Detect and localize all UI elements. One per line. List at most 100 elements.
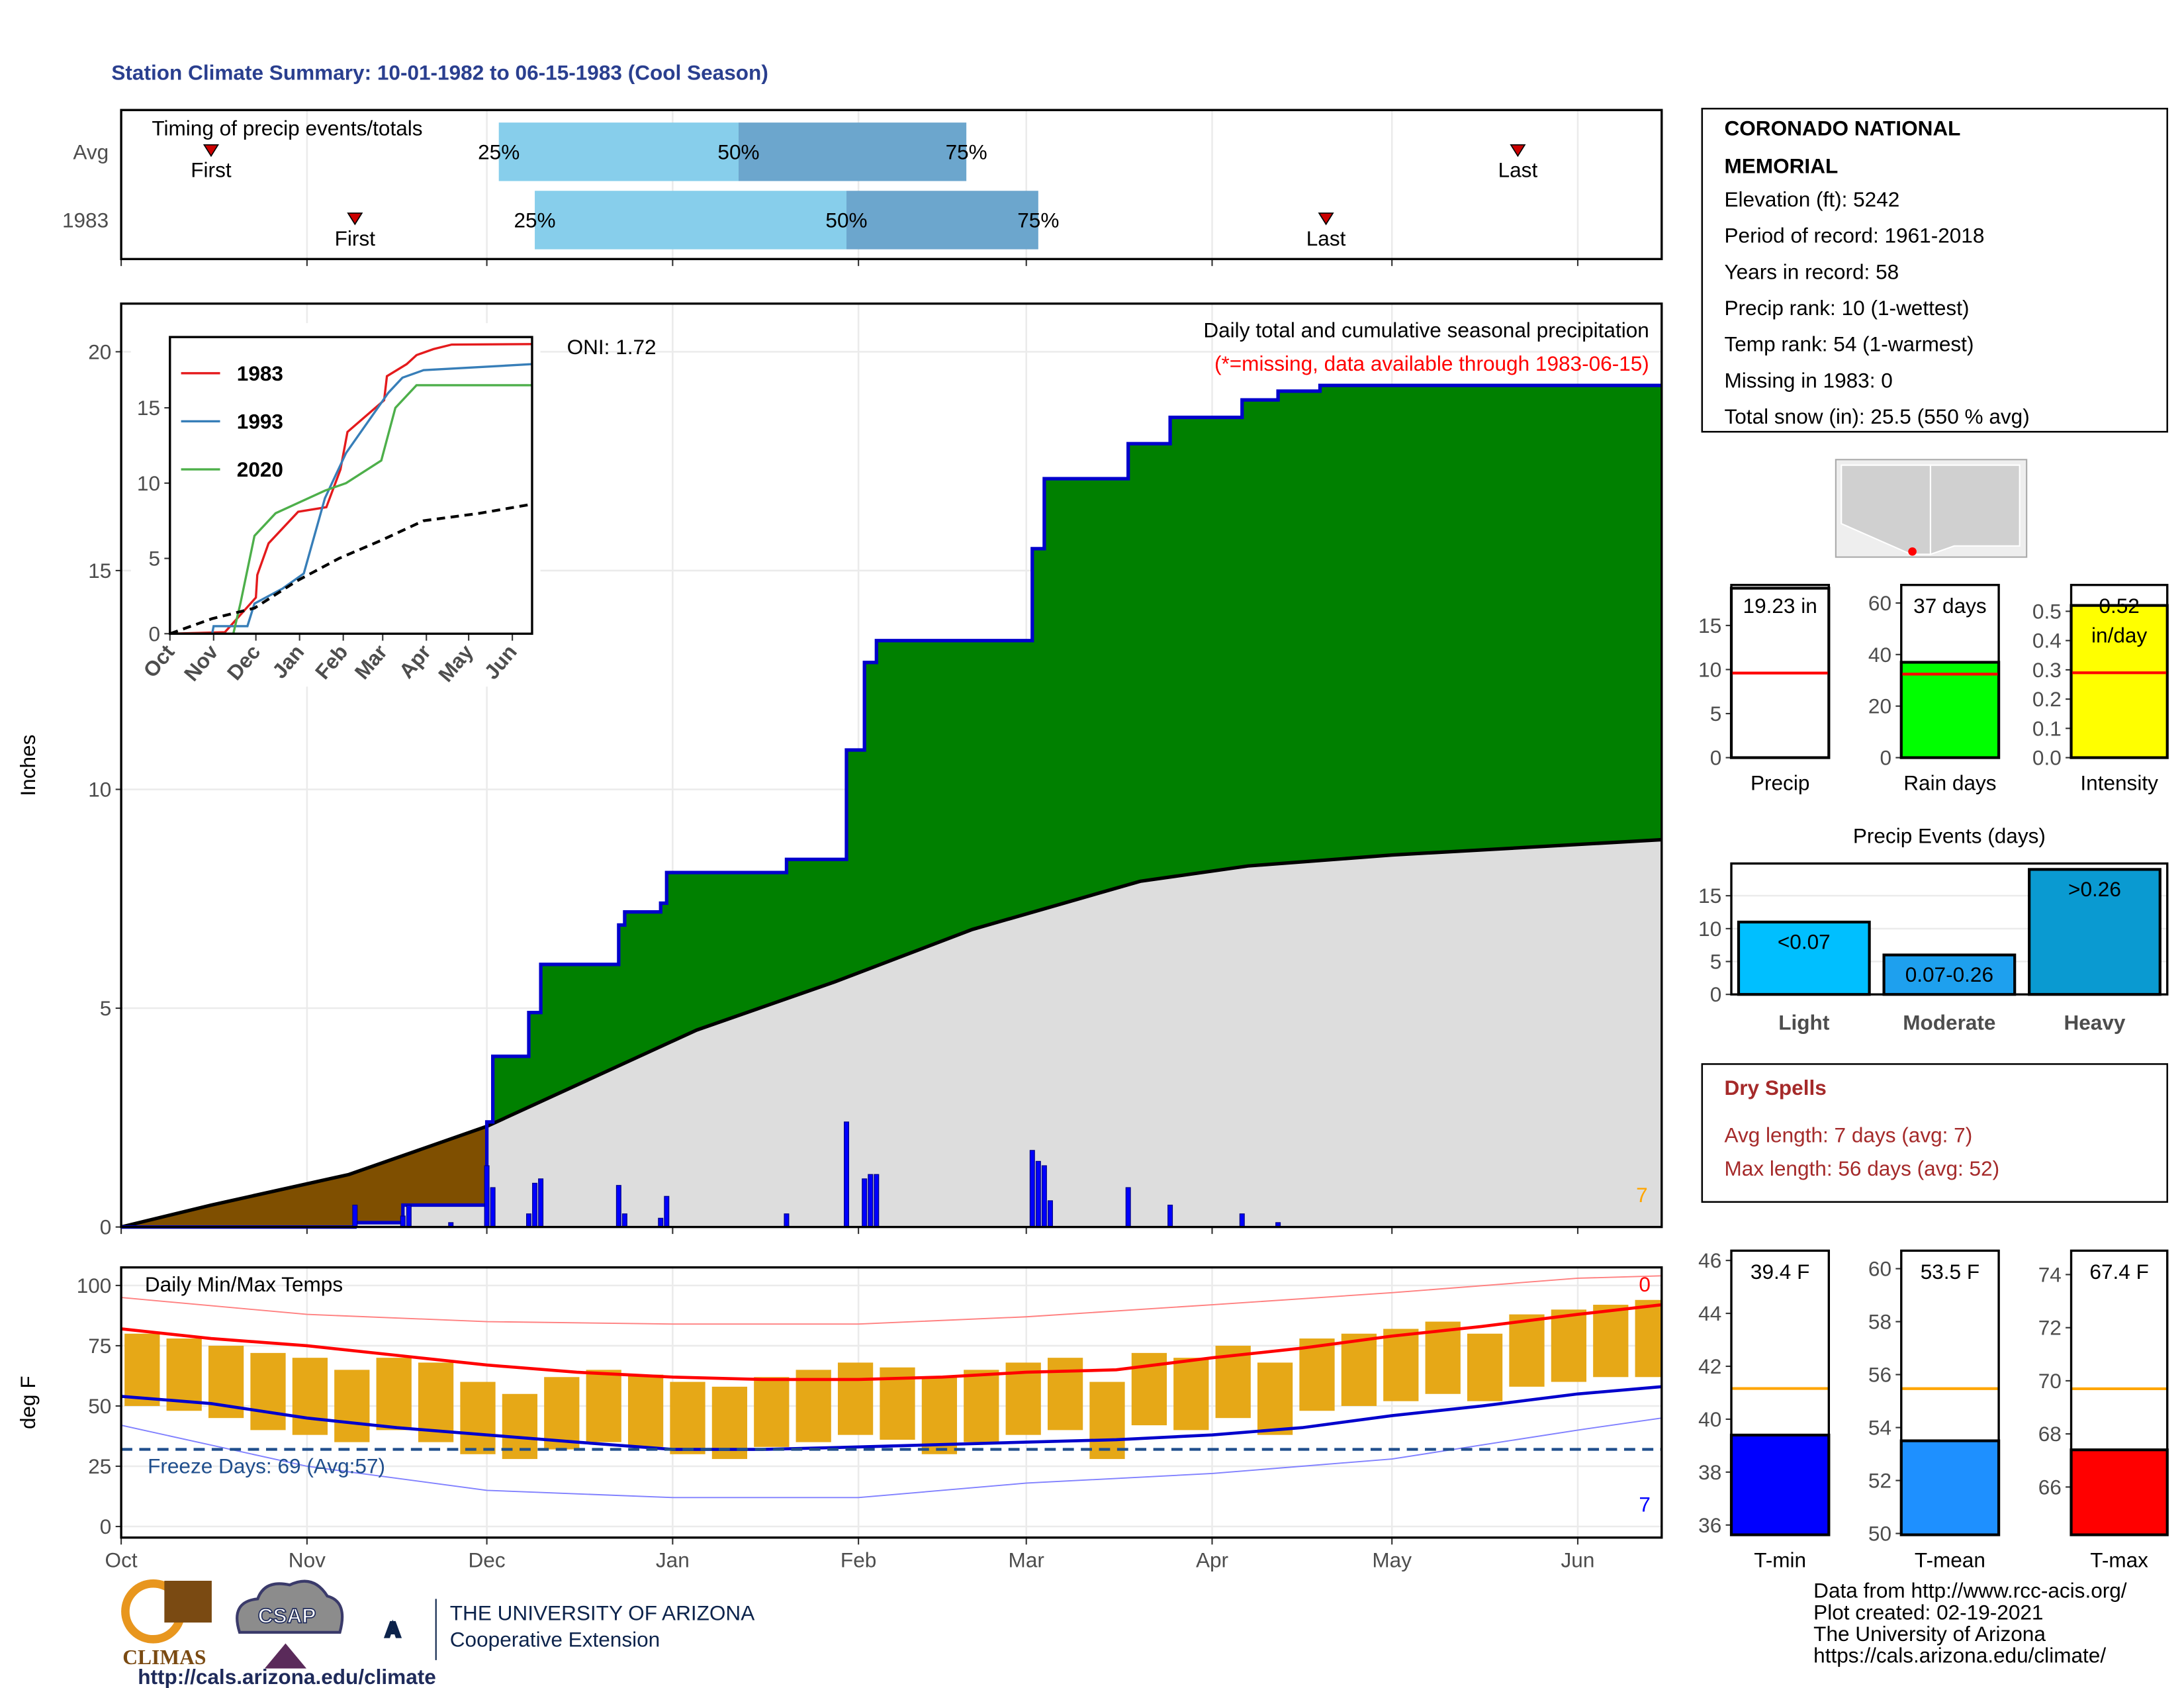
percent-label: 50%: [717, 140, 759, 164]
dry-spells-detail: Avg length: 7 days (avg: 7): [1724, 1123, 1972, 1147]
y-tick-label: 5: [148, 547, 160, 571]
summary-bar: [2070, 604, 2169, 759]
logos: CLIMAS CSAP http://cals.arizona.edu/clim…: [121, 1579, 754, 1688]
daily-bar: [484, 1165, 490, 1228]
y-tick-label: 52: [1868, 1469, 1891, 1493]
legend-label: 1993: [237, 409, 283, 433]
summary-bar: [1899, 1439, 2001, 1536]
location-map: [1835, 459, 2028, 558]
y-tick-label: 5: [100, 996, 112, 1020]
daily-bar: [1035, 1160, 1041, 1228]
temp-range-bar: [711, 1386, 748, 1460]
climas-logo-mark: [164, 1580, 212, 1623]
chart-title: Daily Min/Max Temps: [145, 1272, 343, 1296]
daily-bar: [400, 1215, 406, 1228]
y-tick-label: 5: [1710, 950, 1722, 974]
y-tick-label: 75: [88, 1334, 111, 1358]
temp-range-bar: [837, 1362, 874, 1435]
temp-range-bar: [1257, 1362, 1293, 1435]
y-tick-label: 60: [1868, 591, 1891, 615]
station-detail: Precip rank: 10 (1-wettest): [1724, 296, 1969, 320]
value-label: 53.5 F: [1921, 1260, 1979, 1284]
daily-bar: [874, 1174, 880, 1228]
x-tick-label: Oct: [105, 1548, 138, 1571]
y-tick-label: 44: [1698, 1301, 1721, 1325]
daily-bar: [784, 1213, 790, 1228]
y-tick-label: 10: [137, 471, 160, 495]
station-location: [1908, 547, 1917, 556]
daily-bar: [621, 1213, 627, 1228]
event-marker: [1510, 144, 1526, 158]
y-tick-label: 0: [1710, 982, 1722, 1006]
plot-frame: [169, 336, 533, 635]
daily-bar: [1239, 1213, 1245, 1228]
summary-bar: [1729, 1433, 1831, 1536]
daily-bar: [490, 1187, 496, 1228]
csap-url: http://cals.arizona.edu/climate: [138, 1665, 436, 1688]
temp-range-bar: [250, 1352, 286, 1430]
y-tick-label: 25: [88, 1454, 111, 1478]
y-tick-label: 20: [88, 340, 111, 363]
csap-mountain: [264, 1643, 307, 1669]
temp-range-bar: [670, 1382, 705, 1454]
y-tick-label: 60: [1868, 1257, 1891, 1281]
daily-bar: [615, 1185, 621, 1228]
temp-range-bar: [460, 1382, 496, 1454]
temp-range-bar: [754, 1377, 790, 1447]
plot-frame: [1730, 583, 1831, 759]
y-tick-label: 70: [2038, 1369, 2062, 1393]
map-state: [1929, 464, 2021, 555]
temp-range-bar: [1425, 1321, 1461, 1394]
plot-frame: [1900, 1249, 2000, 1536]
university-text: THE UNIVERSITY OF ARIZONA: [450, 1601, 754, 1624]
dry-spells-title: Dry Spells: [1724, 1076, 1826, 1100]
record-high-count: 0: [1639, 1272, 1651, 1296]
plot-frame: [120, 302, 1663, 1229]
y-tick-label: 66: [2038, 1475, 2062, 1499]
page-title: Station Climate Summary: 10-01-1982 to 0…: [111, 60, 768, 84]
y-tick-label: 10: [1698, 657, 1721, 681]
csap-logo-text: CSAP: [258, 1604, 316, 1628]
temp-range-bar: [376, 1358, 412, 1430]
avg-low-line: [120, 1385, 1662, 1451]
temp-range-bar: [1173, 1358, 1209, 1430]
value-label: 67.4 F: [2089, 1260, 2148, 1284]
x-tick-label: Jan: [656, 1548, 690, 1571]
temp-range-bar: [1047, 1358, 1083, 1430]
y-tick-label: 50: [1868, 1522, 1891, 1546]
x-tick-label: Dec: [469, 1548, 506, 1571]
temp-range-bar: [166, 1338, 202, 1411]
x-tick-label: Apr: [1196, 1548, 1228, 1571]
y-tick-label: 38: [1698, 1460, 1721, 1484]
temp-range-bar: [1383, 1329, 1419, 1401]
plot-frame: [1900, 583, 2000, 759]
annotation: ONI: 1.72: [567, 335, 657, 359]
y-axis-label: Inches: [16, 735, 40, 796]
y-tick-label: 0.1: [2032, 716, 2062, 740]
plot-frame: [1730, 1249, 1831, 1536]
plot-frame: [120, 109, 1663, 261]
daily-bar: [406, 1204, 412, 1228]
x-tick-label: May: [1372, 1548, 1412, 1571]
legend-label: 2020: [237, 457, 283, 481]
temp-range-bar: [124, 1333, 160, 1406]
temp-range-bar: [1299, 1338, 1335, 1411]
x-tick-label: Moderate: [1903, 1010, 1995, 1034]
temp-range-bar: [334, 1370, 370, 1442]
daily-bar: [844, 1121, 850, 1228]
station-name: CORONADO NATIONAL MEMORIAL: [1724, 117, 1966, 178]
temp-range-bar: [1509, 1314, 1545, 1387]
cumulative-line: [121, 383, 1662, 1229]
y-tick-label: 58: [1868, 1310, 1891, 1334]
daily-bar: [1047, 1200, 1053, 1228]
temp-range-bar: [1467, 1333, 1503, 1401]
csap-cloud: [236, 1579, 344, 1634]
daily-bar: [1029, 1150, 1035, 1228]
y-tick-label: 40: [1698, 1407, 1721, 1431]
event-label: First: [191, 158, 232, 182]
percent-label: 25%: [478, 140, 520, 164]
temp-range-bar: [964, 1370, 999, 1442]
y-tick-label: 56: [1868, 1363, 1891, 1387]
